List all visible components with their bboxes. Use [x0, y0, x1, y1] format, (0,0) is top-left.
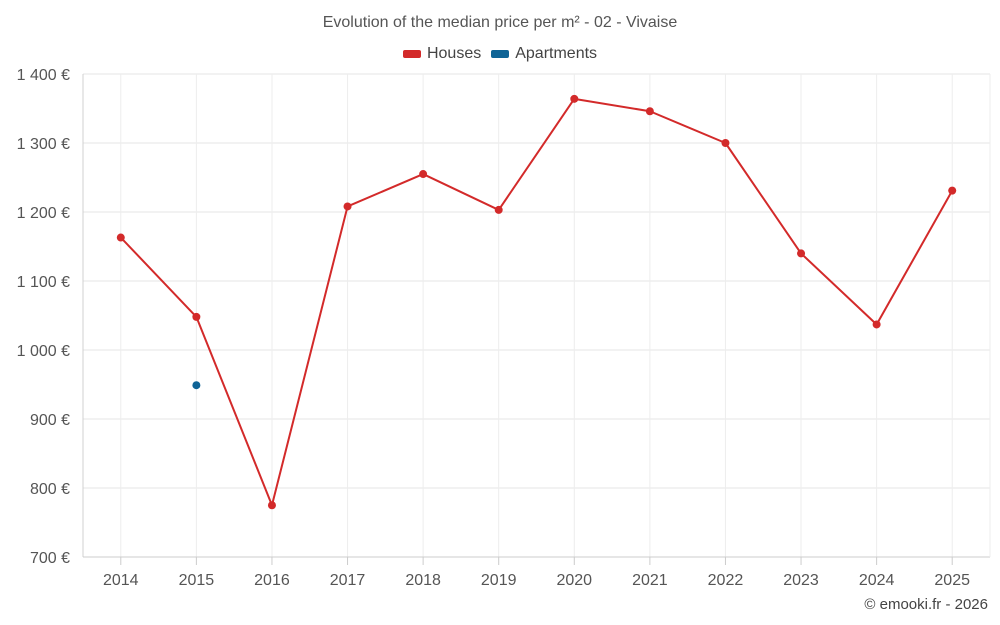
- y-tick-label: 800 €: [30, 481, 70, 498]
- legend-label-houses: Houses: [426, 45, 482, 62]
- data-point-houses: [797, 249, 806, 258]
- data-point-apartments: [192, 381, 201, 390]
- x-tick-label: 2020: [556, 572, 592, 589]
- data-point-houses: [267, 501, 276, 510]
- data-point-houses: [494, 205, 503, 214]
- data-point-houses: [419, 170, 428, 179]
- data-point-houses: [570, 94, 579, 103]
- y-tick-label: 700 €: [30, 550, 70, 567]
- x-tick-label: 2021: [632, 572, 668, 589]
- legend-item-houses[interactable]: Houses: [402, 45, 482, 63]
- x-tick-label: 2016: [254, 572, 290, 589]
- y-tick-label: 1 400 €: [17, 67, 70, 84]
- y-tick-label: 900 €: [30, 412, 70, 429]
- data-point-houses: [948, 186, 957, 195]
- series-line-houses: [120, 97, 954, 507]
- x-tick-label: 2024: [859, 572, 895, 589]
- x-tick-label: 2025: [934, 572, 970, 589]
- credit-text: © emooki.fr - 2026: [864, 596, 988, 613]
- x-tick-label: 2022: [708, 572, 744, 589]
- legend-swatch-apartments: [491, 50, 510, 58]
- x-tick-label: 2017: [330, 572, 366, 589]
- y-tick-label: 1 000 €: [17, 343, 70, 360]
- chart-title: Evolution of the median price per m² - 0…: [322, 14, 678, 31]
- y-tick-label: 1 100 €: [17, 274, 70, 291]
- x-tick-label: 2019: [481, 572, 517, 589]
- y-tick-label: 1 300 €: [17, 136, 70, 153]
- x-tick-label: 2018: [405, 572, 441, 589]
- x-tick-label: 2023: [783, 572, 819, 589]
- data-point-houses: [343, 202, 352, 211]
- data-point-houses: [645, 107, 654, 116]
- data-point-houses: [872, 320, 881, 329]
- x-tick-label: 2015: [179, 572, 215, 589]
- legend-label-apartments: Apartments: [515, 45, 598, 62]
- x-tick-label: 2014: [103, 572, 139, 589]
- data-point-houses: [192, 312, 201, 321]
- legend-swatch-houses: [402, 50, 421, 58]
- legend-item-apartments[interactable]: Apartments: [491, 45, 597, 63]
- legend: Houses Apartments: [0, 45, 1000, 63]
- y-tick-label: 1 200 €: [17, 205, 70, 222]
- data-point-houses: [721, 139, 730, 147]
- data-point-houses: [116, 233, 125, 242]
